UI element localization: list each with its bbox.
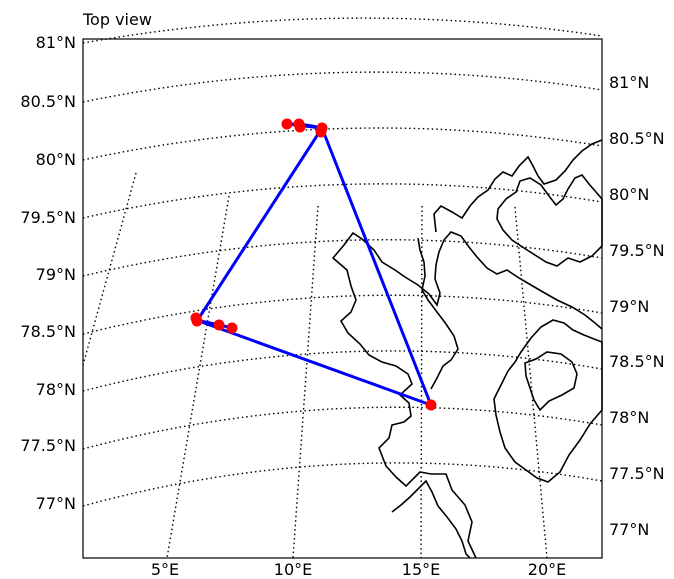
parallel-gridline <box>82 406 603 450</box>
right-latitude-label: 78°N <box>609 408 649 427</box>
longitude-label: 20°E <box>528 560 566 579</box>
meridian-gridline <box>82 172 137 366</box>
right-latitude-label: 80.5°N <box>609 129 665 148</box>
left-latitude-label: 79°N <box>36 265 76 284</box>
parallel-gridline <box>82 294 603 335</box>
track-points <box>190 118 437 411</box>
right-latitude-label: 77.5°N <box>609 464 665 483</box>
parallel-gridline <box>82 127 603 161</box>
barentsoya-coast-path <box>524 351 578 412</box>
map-title: Top view <box>83 10 152 29</box>
parallel-gridline <box>82 239 603 277</box>
track-point <box>226 322 238 334</box>
south-cape-coast-path <box>391 479 471 559</box>
svalbard-east-coast-path <box>433 139 603 233</box>
track-point <box>281 118 293 130</box>
coastline <box>331 139 603 559</box>
longitude-label: 10°E <box>274 560 312 579</box>
right-latitude-label: 79.5°N <box>609 241 665 260</box>
parallel-gridline <box>82 350 603 392</box>
meridian-gridline <box>292 205 319 559</box>
right-latitude-label: 80°N <box>609 185 649 204</box>
parallel-gridline <box>82 183 603 219</box>
left-latitude-label: 78°N <box>36 380 76 399</box>
parallel-gridline <box>82 17 603 44</box>
left-latitude-label: 81°N <box>36 33 76 52</box>
track-point <box>425 399 437 411</box>
graticule <box>82 17 603 559</box>
track-point <box>294 121 306 133</box>
track-point <box>213 319 225 331</box>
left-latitude-label: 80°N <box>36 150 76 169</box>
left-latitude-label: 78.5°N <box>20 322 76 341</box>
map-frame <box>82 38 603 559</box>
meridian-gridline <box>514 206 548 559</box>
longitude-label: 5°E <box>151 560 179 579</box>
parallel-gridline <box>82 462 603 507</box>
left-latitude-label: 79.5°N <box>20 208 76 227</box>
right-latitude-label: 79°N <box>609 297 649 316</box>
svalbard-coastline-path <box>331 231 603 559</box>
meridian-gridline <box>166 195 230 559</box>
left-latitude-label: 80.5°N <box>20 92 76 111</box>
track-point <box>190 312 202 324</box>
track-point <box>315 126 327 138</box>
longitude-label: 15°E <box>402 560 440 579</box>
left-latitude-label: 77°N <box>36 494 76 513</box>
axis-labels: 81°N 80.5°N 80°N 79.5°N 79°N 78.5°N 78°N 77.5°N… <box>20 33 664 579</box>
left-latitude-label: 77.5°N <box>20 436 76 455</box>
nordaustlandet-coast-path <box>496 174 603 267</box>
right-latitude-label: 78.5°N <box>609 352 665 371</box>
wijdefjorden-coast-path <box>417 237 459 390</box>
right-latitude-label: 77°N <box>609 520 649 539</box>
right-latitude-label: 81°N <box>609 73 649 92</box>
parallel-gridline <box>82 71 603 103</box>
